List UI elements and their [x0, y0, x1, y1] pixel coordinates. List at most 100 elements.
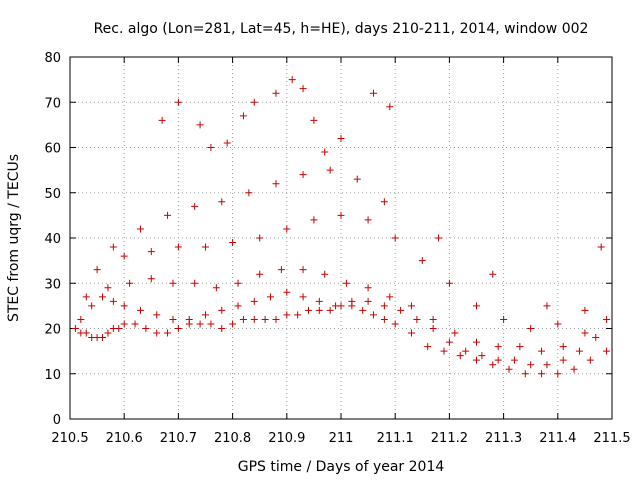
- x-tick-label: 211.1: [377, 431, 414, 446]
- data-point: [120, 320, 128, 328]
- x-tick-label: 210.9: [268, 431, 305, 446]
- data-point: [386, 293, 394, 301]
- data-point: [489, 361, 497, 369]
- data-point: [473, 338, 480, 346]
- data-point: [337, 211, 345, 219]
- data-point: [131, 320, 139, 328]
- data-point: [174, 243, 182, 251]
- data-point: [538, 347, 546, 355]
- data-point: [516, 343, 524, 351]
- data-point: [218, 325, 226, 332]
- data-point: [418, 257, 426, 265]
- x-tick-label: 211.3: [485, 431, 522, 446]
- data-point: [164, 329, 172, 337]
- data-point: [71, 325, 79, 332]
- x-tick-label: 211.4: [539, 431, 576, 446]
- data-point: [575, 347, 583, 355]
- data-point: [93, 266, 101, 274]
- data-point: [451, 329, 459, 337]
- data-point: [364, 216, 372, 224]
- data-point: [196, 121, 204, 129]
- data-point: [359, 306, 367, 314]
- data-point: [315, 297, 323, 305]
- grid: [70, 57, 612, 419]
- data-point: [505, 365, 513, 373]
- data-point: [169, 315, 177, 323]
- y-tick-label: 40: [44, 232, 61, 247]
- data-point: [440, 347, 448, 355]
- data-point: [115, 325, 123, 332]
- data-point: [326, 166, 334, 174]
- data-point: [310, 116, 318, 124]
- data-point: [234, 279, 242, 287]
- data-point: [543, 361, 551, 369]
- data-point: [109, 297, 117, 305]
- data-point: [337, 134, 345, 142]
- data-point: [136, 306, 144, 314]
- data-point: [310, 216, 318, 224]
- data-point: [207, 320, 215, 328]
- data-point: [299, 171, 307, 179]
- y-tick-label: 10: [44, 368, 61, 383]
- y-tick-label: 0: [53, 413, 61, 428]
- data-point: [283, 225, 291, 233]
- y-tick-label: 80: [44, 51, 61, 66]
- data-point: [218, 306, 226, 314]
- data-point: [364, 297, 372, 305]
- x-tick-label: 210.5: [51, 431, 88, 446]
- data-point: [391, 234, 399, 242]
- y-tick-label: 20: [44, 323, 61, 338]
- data-point: [245, 189, 253, 197]
- data-point: [603, 347, 611, 355]
- x-tick-label: 211.2: [431, 431, 468, 446]
- data-point: [494, 343, 502, 351]
- data-point: [261, 315, 269, 323]
- data-point: [527, 361, 535, 369]
- data-point: [229, 239, 237, 247]
- data-point: [603, 315, 611, 323]
- data-point: [456, 352, 464, 360]
- data-point: [202, 243, 209, 251]
- data-point: [445, 279, 453, 287]
- data-point: [223, 139, 231, 147]
- data-point: [386, 103, 394, 111]
- x-tick-label: 211: [329, 431, 354, 446]
- data-point: [500, 315, 508, 323]
- x-tick-label: 211.5: [593, 431, 630, 446]
- data-point: [164, 211, 172, 219]
- data-point: [353, 175, 361, 183]
- data-point: [104, 329, 112, 337]
- y-tick-label: 60: [44, 142, 61, 157]
- y-axis-label: STEC from uqrg / TECUs: [6, 154, 22, 322]
- data-point: [142, 325, 150, 332]
- data-point: [99, 293, 107, 301]
- data-point: [543, 302, 551, 310]
- data-point: [169, 279, 177, 287]
- data-point: [462, 347, 470, 355]
- data-point: [321, 270, 329, 278]
- data-point: [473, 302, 480, 310]
- data-point: [82, 329, 90, 337]
- data-point: [185, 315, 193, 323]
- data-point: [538, 370, 546, 378]
- data-point: [153, 329, 161, 337]
- data-point: [294, 311, 302, 319]
- y-tick-label: 30: [44, 277, 61, 292]
- data-point: [510, 356, 518, 364]
- data-point: [489, 270, 497, 278]
- data-point: [559, 356, 567, 364]
- data-point: [212, 284, 220, 292]
- data-point: [424, 343, 432, 351]
- data-point: [304, 306, 312, 314]
- data-points: [71, 76, 611, 378]
- data-point: [581, 306, 589, 314]
- data-point: [473, 356, 480, 364]
- data-point: [413, 315, 421, 323]
- data-point: [272, 315, 280, 323]
- data-point: [380, 315, 388, 323]
- data-point: [299, 293, 307, 301]
- data-point: [521, 370, 529, 378]
- data-point: [315, 306, 323, 314]
- data-point: [256, 234, 264, 242]
